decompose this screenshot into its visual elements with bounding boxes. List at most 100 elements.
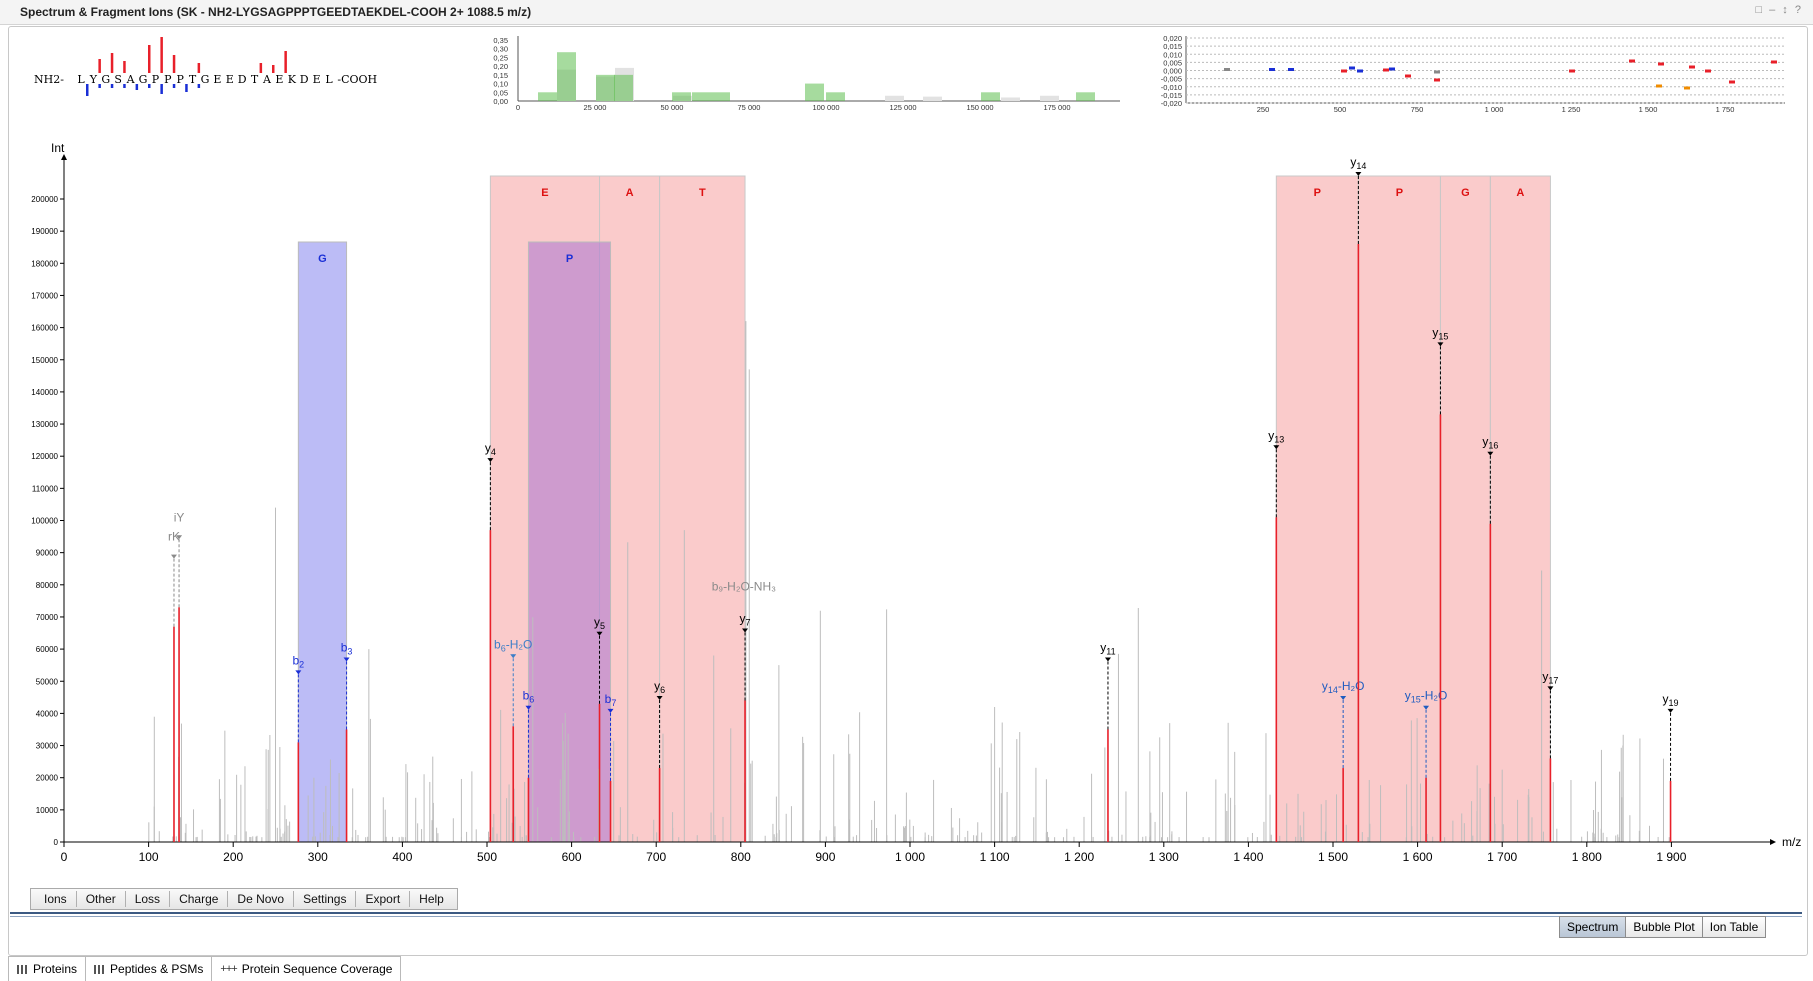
peak-label: y13 — [1268, 428, 1284, 444]
error-point — [1288, 68, 1294, 71]
tab-charge[interactable]: Charge — [170, 891, 229, 907]
tab-help[interactable]: Help — [419, 892, 444, 906]
peak-marker — [295, 670, 302, 675]
view-toggle: Spectrum Bubble Plot Ion Table — [1559, 916, 1767, 938]
sequence-residue: P — [152, 73, 160, 86]
peak-marker — [1104, 657, 1111, 662]
y-ion-coverage-bar — [284, 51, 287, 73]
tab-ions[interactable]: Ions — [35, 891, 77, 907]
x-tick-label: 1 300 — [1149, 850, 1179, 864]
histogram-y-tick: 0,35 — [493, 36, 508, 45]
x-tick-label: 700 — [646, 850, 666, 864]
histogram-x-tick: 175 000 — [1043, 103, 1070, 112]
b-ion-coverage-bar — [160, 84, 163, 94]
histogram-y-tick: 0,05 — [493, 88, 508, 97]
peak-label: y7 — [740, 612, 751, 628]
peak-marker — [1487, 451, 1494, 456]
ion-table-button[interactable]: Ion Table — [1701, 916, 1767, 938]
b-ion-coverage-bar — [98, 84, 101, 88]
y-ion-coverage-bar — [98, 59, 101, 73]
error-point — [1349, 66, 1355, 70]
table-icon — [17, 964, 27, 974]
error-point — [1383, 68, 1389, 72]
histogram-y-tick: 0,15 — [493, 71, 508, 80]
histogram-x-tick: 125 000 — [889, 103, 916, 112]
peak-label: y15 — [1432, 325, 1448, 341]
spectrum-chart: E A T P P G A G P Int m/z 0 100 200 300 400 500 600 700 800… — [31, 141, 1801, 864]
histogram-bar-annotated — [981, 92, 1000, 101]
peak-label: b6 — [523, 689, 535, 705]
tab-peptides-psms[interactable]: Peptides & PSMs — [85, 956, 213, 981]
histogram-bar-annotated — [538, 92, 557, 101]
sequence-residue: P — [176, 73, 184, 86]
sequence-residue: G — [101, 73, 110, 86]
error-point — [1434, 70, 1440, 74]
histogram-x-tick: 25 000 — [584, 103, 607, 112]
error-x-tick: 1 250 — [1562, 105, 1581, 114]
peak-label: b3 — [341, 640, 353, 656]
error-point — [1405, 74, 1411, 78]
error-x-tick: 750 — [1411, 105, 1424, 114]
error-x-tick: 500 — [1334, 105, 1347, 114]
sequence-residue: T — [251, 73, 259, 86]
sequence-residue: E — [313, 73, 321, 86]
peak-marker — [1437, 342, 1444, 347]
y-tick-label: 90000 — [36, 549, 59, 558]
sequence-tag-y — [1357, 175, 1441, 843]
y-ion-coverage-bar — [172, 55, 176, 73]
sequence-residue: Y — [89, 73, 98, 86]
error-x-tick: 1 500 — [1639, 105, 1658, 114]
sequence-residue: A — [262, 73, 272, 86]
window-controls-icon[interactable]: □ – ↕ ? — [1755, 4, 1803, 16]
b-ion-coverage-bar — [148, 84, 151, 88]
tab-peptides-psms-label: Peptides & PSMs — [110, 962, 204, 976]
peak-marker — [1355, 172, 1362, 177]
tab-protein-sequence-coverage[interactable]: +++ Protein Sequence Coverage — [211, 956, 402, 981]
intensity-histogram: 0,350,300,250,200,150,100,050,00 0 25 000 5… — [493, 36, 1120, 112]
error-point — [1705, 69, 1711, 73]
histogram-bar-all — [923, 96, 942, 101]
error-y-tick: 0,000 — [1163, 67, 1182, 76]
bottom-tab-bar: Proteins Peptides & PSMs +++ Protein Seq… — [8, 956, 402, 981]
sequence-residue: E — [213, 73, 221, 86]
tab-other[interactable]: Other — [77, 891, 126, 907]
sequence-tag-label: E — [541, 187, 548, 199]
tab-settings[interactable]: Settings — [294, 891, 357, 907]
error-point — [1771, 60, 1777, 64]
y-ion-coverage-bar — [259, 63, 263, 73]
sequence-tag-b — [527, 241, 612, 843]
peak-label: y6 — [654, 679, 665, 695]
histogram-bar-annotated — [672, 92, 691, 101]
y-tick-label: 100000 — [31, 517, 58, 526]
x-tick-label: 1 700 — [1487, 850, 1517, 864]
bubble-plot-button[interactable]: Bubble Plot — [1625, 916, 1703, 938]
x-tick-label: 400 — [392, 850, 412, 864]
peak-marker — [596, 631, 603, 636]
peak-label: b6-H₂O — [494, 637, 532, 653]
tab-loss[interactable]: Loss — [126, 891, 171, 907]
peak-marker — [487, 458, 494, 463]
y-ion-coverage-bar — [197, 63, 201, 73]
sequence-tag-label: G — [318, 253, 327, 265]
error-point — [1729, 80, 1735, 84]
sequence-residue: G — [201, 73, 210, 86]
tab-export[interactable]: Export — [356, 891, 411, 907]
peak-marker — [1667, 708, 1674, 713]
sequence-tag-y — [659, 175, 746, 843]
y-tick-label: 200000 — [31, 195, 58, 204]
y-ion-coverage-bar — [148, 45, 151, 73]
peak-marker — [1340, 696, 1347, 701]
sequence-tag-label: A — [626, 187, 634, 199]
divider — [10, 916, 1802, 917]
y-ion-coverage-bar — [123, 61, 126, 73]
y-tick-label: 20000 — [36, 774, 59, 783]
x-tick-label: 900 — [815, 850, 835, 864]
peak-label: b7 — [605, 692, 617, 708]
tab-proteins[interactable]: Proteins — [8, 956, 87, 981]
tab-de-novo[interactable]: De Novo — [228, 891, 295, 907]
histogram-y-tick: 0,30 — [493, 45, 508, 54]
spectrum-view-button[interactable]: Spectrum — [1559, 916, 1627, 938]
y-tick-label: 10000 — [36, 806, 59, 815]
y-tick-label: 110000 — [32, 484, 59, 493]
x-axis-label: m/z — [1782, 835, 1801, 849]
